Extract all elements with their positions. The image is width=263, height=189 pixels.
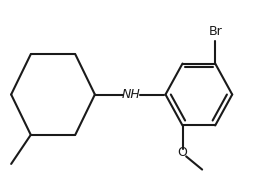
Text: O: O bbox=[178, 146, 188, 159]
Text: Br: Br bbox=[208, 25, 222, 38]
Text: NH: NH bbox=[122, 88, 141, 101]
